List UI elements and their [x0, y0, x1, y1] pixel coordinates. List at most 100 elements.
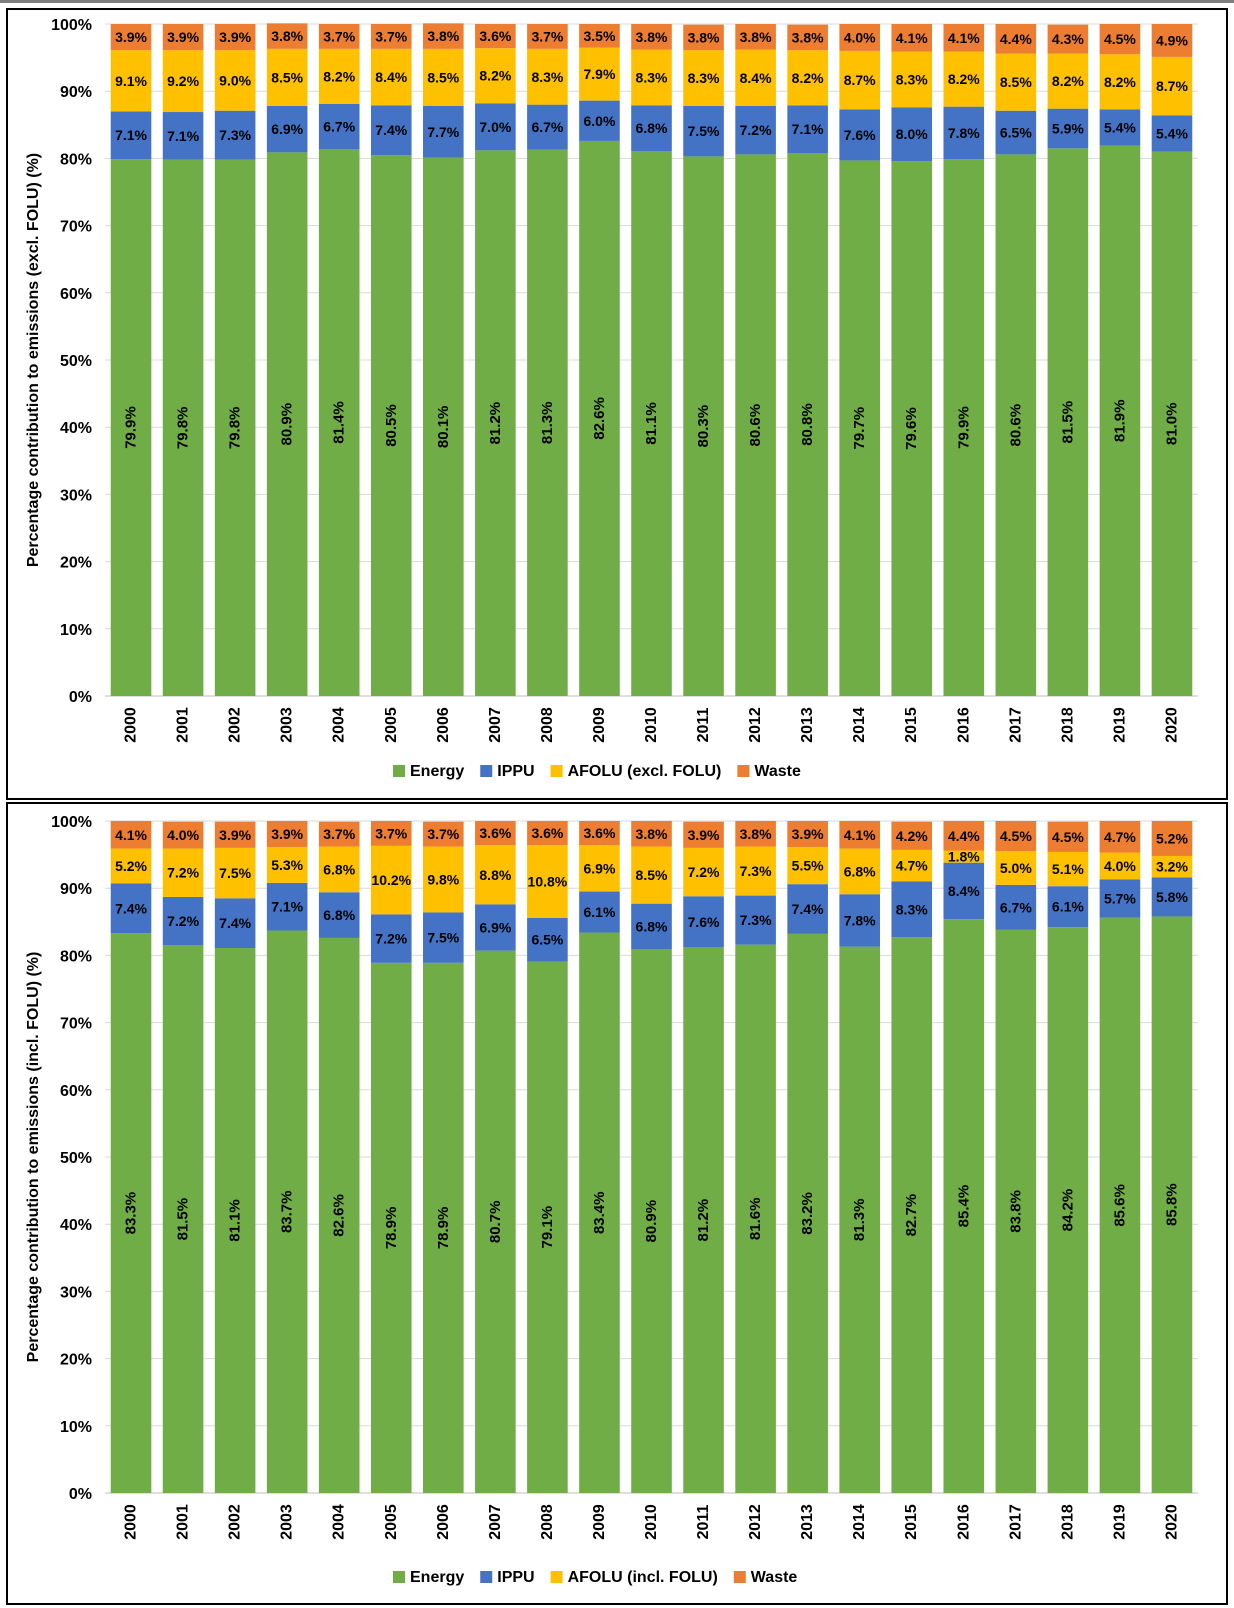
- bar-segment-energy: [527, 961, 568, 1493]
- bar-segment-afolu-excl-folu: [839, 50, 880, 110]
- bar-segment-waste: [527, 24, 568, 49]
- bar-segment-afolu-incl-folu: [579, 845, 620, 892]
- x-tick-label: 2019: [1111, 1504, 1128, 1540]
- bar-segment-afolu-excl-folu: [943, 51, 985, 107]
- data-label-afolu-incl-folu: 6.8%: [844, 863, 876, 879]
- bar-segment-ippu: [579, 891, 620, 933]
- bar-segment-afolu-excl-folu: [787, 50, 828, 106]
- bar-segment-energy: [162, 159, 204, 696]
- legend-swatch-afolu-incl-folu: [550, 1571, 563, 1583]
- data-label-energy: 82.6%: [591, 397, 608, 440]
- bar-segment-afolu-incl-folu: [266, 847, 308, 883]
- bar-segment-ippu: [423, 912, 464, 963]
- bar-segment-waste: [891, 24, 933, 52]
- bar-segment-waste: [787, 821, 828, 848]
- bar-segment-energy: [631, 949, 672, 1493]
- x-tick-label: 2010: [643, 1504, 660, 1540]
- data-label-ippu: 7.1%: [792, 121, 824, 137]
- y-tick-label: 80%: [60, 948, 92, 965]
- x-tick-label: 2004: [331, 707, 348, 743]
- y-tick-label: 50%: [60, 353, 92, 370]
- bar-segment-waste: [839, 821, 880, 849]
- data-label-waste: 3.6%: [479, 825, 511, 841]
- x-tick-label: 2007: [487, 707, 504, 743]
- top-border-line: [0, 0, 1234, 3]
- data-label-afolu-excl-folu: 8.2%: [792, 70, 824, 86]
- data-label-waste: 3.9%: [271, 826, 303, 842]
- bar-segment-waste: [110, 24, 152, 51]
- data-label-ippu: 6.8%: [636, 120, 668, 136]
- bar-segment-energy: [527, 149, 568, 696]
- data-label-afolu-incl-folu: 4.0%: [1104, 858, 1136, 874]
- x-axis: 2000 2001 2002 2003 2004 2005 2006 2007 2008 2009…: [123, 1504, 1181, 1540]
- bar-segment-energy: [266, 152, 308, 697]
- bar-segment-ippu: [266, 882, 308, 931]
- bar-segment-waste: [214, 821, 256, 848]
- x-tick-label: 2020: [1163, 1504, 1180, 1540]
- y-tick-label: 0%: [69, 689, 92, 706]
- bar-segment-energy: [475, 950, 516, 1493]
- bar-segment-ippu: [943, 862, 985, 920]
- data-label-energy: 81.5%: [1059, 401, 1076, 444]
- data-label-waste: 4.7%: [1104, 829, 1136, 845]
- data-label-afolu-excl-folu: 8.4%: [375, 69, 407, 85]
- data-label-waste: 3.7%: [427, 826, 459, 842]
- data-label-ippu: 6.9%: [479, 920, 511, 936]
- data-label-ippu: 6.7%: [531, 119, 563, 135]
- y-tick-label: 100%: [51, 17, 92, 34]
- data-label-waste: 4.1%: [948, 30, 980, 46]
- bar-segment-energy: [423, 962, 464, 1493]
- x-tick-label: 2018: [1059, 1504, 1076, 1540]
- data-label-energy: 83.7%: [279, 1190, 296, 1233]
- bar-segment-afolu-excl-folu: [266, 48, 308, 106]
- data-label-energy: 82.7%: [903, 1194, 920, 1237]
- bar-segment-waste: [110, 821, 152, 849]
- data-label-waste: 3.8%: [740, 826, 772, 842]
- bar-segment-ippu: [787, 105, 828, 154]
- legend-label-waste: Waste: [751, 1569, 798, 1586]
- bar-segment-afolu-excl-folu: [214, 50, 256, 111]
- data-labels: 79.9% 7.1% 9.1% 3.9% 79.8% 7.1% 9.2% 3.9% 79.8% 7…: [115, 28, 1188, 450]
- data-label-energy: 80.5%: [383, 404, 400, 447]
- x-tick-label: 2016: [955, 707, 972, 743]
- bar-segment-waste: [943, 24, 985, 52]
- data-label-energy: 79.8%: [227, 407, 244, 450]
- x-tick-label: 2012: [747, 707, 764, 743]
- data-label-energy: 83.4%: [591, 1192, 608, 1235]
- x-tick-label: 2000: [123, 1504, 140, 1540]
- bar-segment-afolu-excl-folu: [735, 49, 776, 106]
- bar-segment-waste: [527, 821, 568, 846]
- bar-segment-waste: [735, 24, 776, 50]
- bar-segment-energy: [1099, 917, 1141, 1493]
- bar-segment-ippu: [1151, 115, 1193, 152]
- bar-segment-waste: [683, 821, 724, 848]
- data-label-afolu-incl-folu: 7.2%: [167, 865, 199, 881]
- x-tick-label: 2006: [435, 1504, 452, 1540]
- bar-segment-ippu: [735, 895, 776, 945]
- bar-segment-afolu-incl-folu: [891, 849, 933, 882]
- bar-segment-afolu-excl-folu: [891, 51, 933, 108]
- chart-panel-excl-folu: 0% 10% 20% 30% 40% 50% 60% 70% 80% 90% 100% Percent…: [6, 8, 1228, 800]
- bar-segment-energy: [943, 159, 985, 696]
- data-label-ippu: 7.5%: [427, 930, 459, 946]
- bar-segment-energy: [735, 154, 776, 697]
- data-label-waste: 4.4%: [1000, 31, 1032, 47]
- bar-segment-energy: [683, 947, 724, 1493]
- bar-segment-energy: [162, 945, 204, 1493]
- data-label-energy: 79.6%: [903, 407, 920, 450]
- bar-segment-waste: [579, 24, 620, 48]
- bar-segment-waste: [735, 821, 776, 847]
- bar-segment-energy: [214, 159, 256, 696]
- data-label-afolu-incl-folu: 5.3%: [271, 857, 303, 873]
- data-label-ippu: 7.4%: [115, 900, 147, 916]
- data-label-energy: 82.6%: [331, 1194, 348, 1237]
- bar-segment-afolu-incl-folu: [735, 846, 776, 896]
- bar-segment-waste: [1151, 821, 1193, 856]
- y-axis: 0% 10% 20% 30% 40% 50% 60% 70% 80% 90% 100%: [51, 17, 92, 706]
- bar-segment-afolu-incl-folu: [370, 845, 412, 915]
- x-tick-label: 2018: [1059, 707, 1076, 743]
- x-tick-label: 2013: [799, 707, 816, 743]
- data-label-ippu: 6.5%: [1000, 125, 1032, 141]
- bar-segment-afolu-incl-folu: [683, 847, 724, 897]
- bar-segment-waste: [162, 821, 204, 849]
